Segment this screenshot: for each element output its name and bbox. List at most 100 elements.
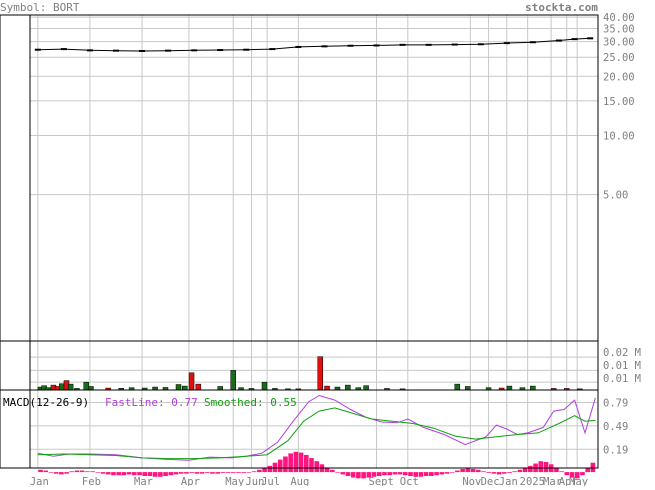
macd-hist-bar-1 <box>43 470 49 473</box>
macd-hist-bar-8 <box>79 470 85 473</box>
macd-hist-bar-81 <box>460 468 465 473</box>
x-tick-label-12: Jan <box>499 476 518 486</box>
volume-bar-18 <box>182 385 188 391</box>
macd-hist-bar-100 <box>559 471 564 473</box>
price-ytick-label-4: 20.00 <box>603 71 635 83</box>
macd-hist-bar-18 <box>132 472 137 476</box>
volume-bar-43 <box>530 385 536 391</box>
price-series-line <box>37 37 591 52</box>
macd-hist-bar-24 <box>163 472 168 476</box>
x-tick-label-5: Jun <box>245 476 264 486</box>
macd-hist-bar-55 <box>324 467 330 473</box>
volume-bar-38 <box>464 386 471 391</box>
frame-layer <box>0 14 599 469</box>
volume-bar-10 <box>88 386 94 391</box>
macd-panel-frame <box>29 389 599 469</box>
macd-hist-bar-105 <box>585 468 590 473</box>
volume-bar-29 <box>317 356 324 391</box>
macd-hist-bar-102 <box>569 472 575 478</box>
macd-hist-bar-92 <box>517 469 523 473</box>
macd-hist-bar-3 <box>53 472 59 474</box>
macd-hist-bar-60 <box>350 472 356 478</box>
x-tick-label-2: Mar <box>134 476 153 486</box>
macd-hist-bar-73 <box>418 472 424 477</box>
price-layer <box>34 37 594 52</box>
macd-hist-bar-82 <box>465 468 471 473</box>
macd-hist-bar-104 <box>580 472 585 476</box>
volume-bar-19 <box>188 372 195 391</box>
macd-hist-bar-12 <box>100 472 106 474</box>
volume-bar-22 <box>230 370 236 391</box>
macd-hist-bar-57 <box>335 472 340 473</box>
volume-bar-32 <box>345 384 351 391</box>
macd-hist-bar-41 <box>251 471 257 473</box>
price-panel-frame <box>29 14 599 342</box>
macd-hist-bar-0 <box>38 469 43 473</box>
macd-hist-bar-77 <box>439 472 445 475</box>
macd-hist-bar-2 <box>48 472 54 473</box>
price-ytick-label-5: 15.00 <box>603 96 635 108</box>
macd-hist-bar-64 <box>371 472 377 477</box>
macd-hist-bar-69 <box>397 472 403 475</box>
macd-hist-bar-53 <box>314 461 320 473</box>
macd-hist-bar-90 <box>507 472 512 473</box>
macd-ytick-label-2: 0.19 <box>603 444 628 456</box>
macd-hist-bar-11 <box>95 472 101 473</box>
macd-hist-bar-15 <box>116 472 121 476</box>
macd-hist-bar-40 <box>246 472 252 473</box>
macd-hist-bar-35 <box>220 472 226 473</box>
macd-hist-bar-67 <box>387 472 392 476</box>
macd-hist-bar-76 <box>434 472 439 476</box>
macd-hist-bar-72 <box>413 472 419 477</box>
macd-hist-bar-71 <box>408 472 413 476</box>
macd-hist-bar-91 <box>512 471 518 473</box>
macd-ytick-label-1: 0.49 <box>603 421 628 433</box>
x-tick-label-15: Apr <box>559 476 578 486</box>
volume-bar-5 <box>59 383 65 391</box>
macd-hist-bar-39 <box>241 472 247 473</box>
macd-hist-bar-32 <box>204 472 210 473</box>
volume-bar-7 <box>67 383 74 391</box>
macd-hist-bar-17 <box>126 472 132 475</box>
macd-hist-bar-88 <box>496 472 502 475</box>
x-tick-label-0: Jan <box>30 476 49 486</box>
macd-hist-bar-46 <box>277 459 283 473</box>
volume-bar-25 <box>261 381 268 391</box>
price-ytick-label-0: 40.00 <box>603 12 635 24</box>
macd-hist-bar-47 <box>283 456 288 473</box>
macd-hist-bar-6 <box>69 471 75 473</box>
macd-hist-bar-31 <box>199 472 205 474</box>
macd-slow-label: Smoothed: 0.55 <box>204 396 297 409</box>
macd-hist-bar-19 <box>137 472 142 476</box>
macd-hist-bar-50 <box>298 452 304 473</box>
macd-hist-bar-93 <box>522 468 528 473</box>
macd-hist-bar-48 <box>288 453 293 473</box>
macd-hist-bar-79 <box>449 472 455 473</box>
site-label[interactable]: stockta.com <box>525 1 598 14</box>
macd-hist-bar-75 <box>429 472 434 476</box>
volume-bar-9 <box>83 381 90 391</box>
macd-fast-line <box>37 394 596 461</box>
macd-hist-bar-58 <box>340 472 346 475</box>
macd-hist-bar-87 <box>491 472 497 474</box>
macd-hist-bar-89 <box>502 472 507 474</box>
macd-hist-bar-45 <box>272 462 278 473</box>
macd-hist-bar-94 <box>528 465 533 473</box>
macd-hist-bar-106 <box>590 462 596 473</box>
macd-hist-bar-86 <box>486 472 491 473</box>
macd-hist-bar-21 <box>147 472 153 476</box>
macd-title: MACD(12-26-9) <box>3 396 89 409</box>
x-tick-label-3: Apr <box>181 476 200 486</box>
macd-hist-bar-34 <box>215 472 220 474</box>
macd-hist-bar-44 <box>267 465 273 473</box>
macd-hist-bar-49 <box>293 451 299 473</box>
grid-layer <box>30 15 598 468</box>
x-tick-label-11: Dec <box>481 476 500 486</box>
volume-ytick-label-0: 0.02 M <box>603 347 641 359</box>
symbol-label: Symbol: BORT <box>0 1 80 14</box>
macd-hist-bar-83 <box>470 468 476 473</box>
macd-slow-line <box>37 407 596 460</box>
macd-hist-bar-14 <box>111 472 116 476</box>
